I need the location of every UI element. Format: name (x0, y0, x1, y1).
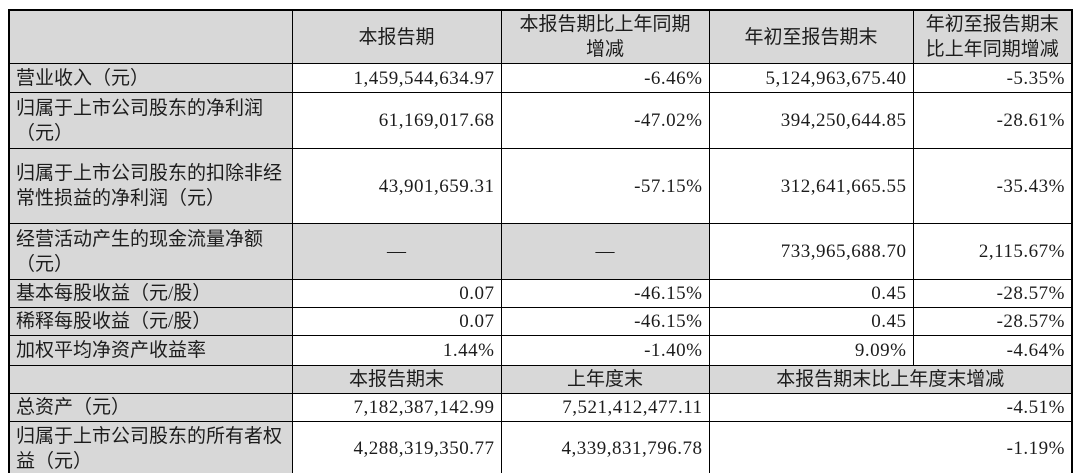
current-period-value: 0.07 (291, 279, 502, 309)
ytd-change-value: -4.64% (912, 335, 1073, 367)
current-period-value: — (291, 223, 502, 281)
header-current-vs-prior: 本报告期比上年同期 增减 (500, 9, 710, 65)
current-period-value: 43,901,659.31 (291, 148, 502, 225)
ytd-change-value: -5.35% (912, 63, 1073, 94)
subheader-blank-cell (8, 365, 293, 395)
current-change-value: -47.02% (500, 92, 710, 150)
subheader-period-end-vs-prior-year-end: 本报告期末比上年度末增减 (708, 365, 1073, 395)
row-label: 基本每股收益（元/股） (8, 279, 293, 309)
header-current-period: 本报告期 (291, 9, 502, 65)
ytd-value: 0.45 (708, 279, 914, 309)
table-row-weighted-avg-roe: 加权平均净资产收益率 1.44% -1.40% 9.09% -4.64% (8, 335, 1073, 367)
change-value: -4.51% (708, 393, 1073, 423)
current-period-value: 0.07 (291, 307, 502, 337)
header-blank-cell (8, 9, 293, 65)
ytd-value: 0.45 (708, 307, 914, 337)
table-row-operating-cash-flow: 经营活动产生的现金流量净额（元） — — 733,965,688.70 2,11… (8, 223, 1073, 281)
subheader-period-end: 本报告期末 (291, 365, 502, 395)
row-label: 加权平均净资产收益率 (8, 335, 293, 367)
current-change-value: -57.15% (500, 148, 710, 225)
ytd-change-value: -28.57% (912, 307, 1073, 337)
ytd-value: 5,124,963,675.40 (708, 63, 914, 94)
ytd-value: 312,641,665.55 (708, 148, 914, 225)
ytd-change-value: 2,115.67% (912, 223, 1073, 281)
current-change-value: -46.15% (500, 279, 710, 309)
ytd-change-value: -28.61% (912, 92, 1073, 150)
current-period-value: 1.44% (291, 335, 502, 367)
subheader-prior-year-end: 上年度末 (500, 365, 710, 395)
current-period-value: 1,459,544,634.97 (291, 63, 502, 94)
row-label: 经营活动产生的现金流量净额（元） (8, 223, 293, 281)
prior-year-end-value: 4,339,831,796.78 (500, 421, 710, 473)
header-ytd-vs-prior: 年初至报告期末 比上年同期增减 (912, 9, 1073, 65)
period-end-value: 4,288,319,350.77 (291, 421, 502, 473)
current-change-value: -46.15% (500, 307, 710, 337)
table-row-operating-revenue: 营业收入（元） 1,459,544,634.97 -6.46% 5,124,96… (8, 63, 1073, 94)
financial-summary-table: 本报告期 本报告期比上年同期 增减 年初至报告期末 年初至报告期末 比上年同期增… (8, 9, 1073, 473)
change-value: -1.19% (708, 421, 1073, 473)
current-change-value: -1.40% (500, 335, 710, 367)
ytd-change-value: -35.43% (912, 148, 1073, 225)
current-change-value: -6.46% (500, 63, 710, 94)
table-subheader-row: 本报告期末 上年度末 本报告期末比上年度末增减 (8, 365, 1073, 395)
row-label: 归属于上市公司股东的所有者权益（元） (8, 421, 293, 473)
ytd-value: 9.09% (708, 335, 914, 367)
ytd-value: 394,250,644.85 (708, 92, 914, 150)
table-row-shareholders-equity: 归属于上市公司股东的所有者权益（元） 4,288,319,350.77 4,33… (8, 421, 1073, 473)
period-end-value: 7,182,387,142.99 (291, 393, 502, 423)
table-row-net-profit-excl-nonrecurring: 归属于上市公司股东的扣除非经常性损益的净利润（元） 43,901,659.31 … (8, 148, 1073, 225)
ytd-value: 733,965,688.70 (708, 223, 914, 281)
row-label: 营业收入（元） (8, 63, 293, 94)
ytd-change-value: -28.57% (912, 279, 1073, 309)
prior-year-end-value: 7,521,412,477.11 (500, 393, 710, 423)
table-row-diluted-eps: 稀释每股收益（元/股） 0.07 -46.15% 0.45 -28.57% (8, 307, 1073, 337)
table-row-total-assets: 总资产（元） 7,182,387,142.99 7,521,412,477.11… (8, 393, 1073, 423)
table-row-basic-eps: 基本每股收益（元/股） 0.07 -46.15% 0.45 -28.57% (8, 279, 1073, 309)
row-label: 稀释每股收益（元/股） (8, 307, 293, 337)
row-label: 总资产（元） (8, 393, 293, 423)
row-label: 归属于上市公司股东的净利润（元） (8, 92, 293, 150)
header-ytd: 年初至报告期末 (708, 9, 914, 65)
table-header-row: 本报告期 本报告期比上年同期 增减 年初至报告期末 年初至报告期末 比上年同期增… (8, 9, 1073, 65)
current-period-value: 61,169,017.68 (291, 92, 502, 150)
row-label: 归属于上市公司股东的扣除非经常性损益的净利润（元） (8, 148, 293, 225)
current-change-value: — (500, 223, 710, 281)
table-row-net-profit: 归属于上市公司股东的净利润（元） 61,169,017.68 -47.02% 3… (8, 92, 1073, 150)
